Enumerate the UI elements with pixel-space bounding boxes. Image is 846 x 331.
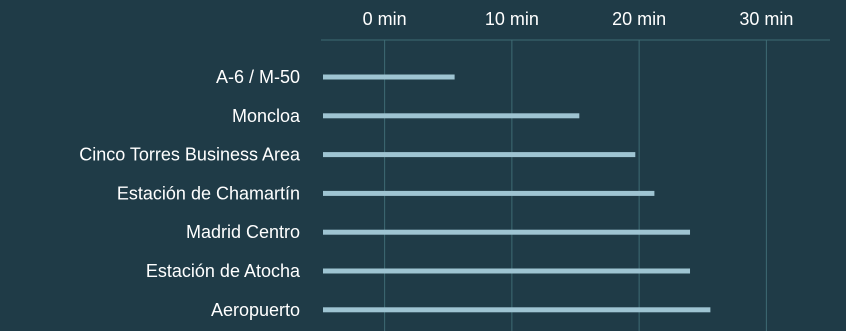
category-label: Moncloa (232, 106, 301, 126)
category-label: Aeropuerto (211, 300, 300, 320)
bar (323, 229, 691, 235)
x-tick-label: 30 min (739, 9, 793, 29)
category-label: Madrid Centro (186, 222, 300, 242)
bar (323, 152, 636, 158)
category-labels: A-6 / M-50 Moncloa Cinco Torres Business A… (79, 67, 301, 320)
grid-lines (321, 39, 830, 331)
x-tick-label: 20 min (612, 9, 666, 29)
x-tick-label: 10 min (485, 9, 539, 29)
x-axis-ticks: 0 min 10 min 20 min 30 min (363, 9, 794, 29)
bar (323, 268, 691, 274)
category-label: A-6 / M-50 (216, 67, 300, 87)
category-label: Estación de Atocha (146, 261, 301, 281)
bar (323, 113, 580, 119)
category-label: Cinco Torres Business Area (79, 145, 301, 165)
bar (323, 190, 655, 196)
x-tick-label: 0 min (363, 9, 407, 29)
bar (323, 307, 711, 313)
category-label: Estación de Chamartín (117, 183, 300, 203)
bar (323, 74, 455, 80)
bars (323, 74, 711, 313)
